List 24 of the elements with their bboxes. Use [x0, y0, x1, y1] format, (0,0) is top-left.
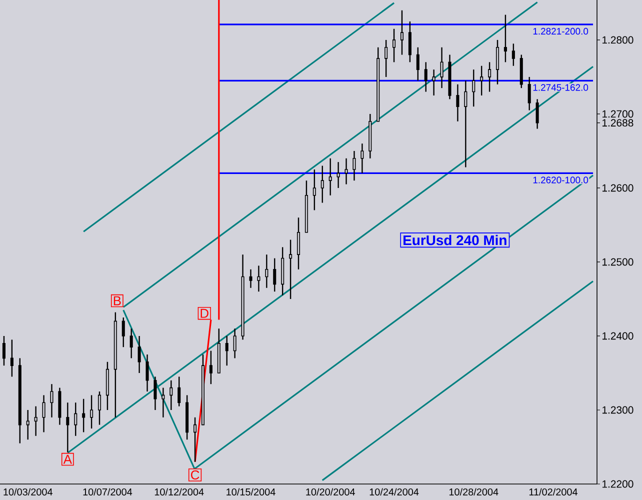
y-tick-label: 1.2200 [602, 480, 634, 488]
x-tick-label: 11/02/2004 [529, 488, 578, 496]
annotation: A [63, 454, 72, 464]
x-tick-label: 10/03/2004 [4, 488, 52, 496]
series-label: 1.2745-162.0 [533, 84, 588, 91]
y-tick-label: 1.2300 [602, 406, 634, 414]
y-tick-label: 1.2800 [602, 36, 634, 44]
y-tick-label: 1.2688 [602, 119, 634, 127]
y-tick-label: 1.2400 [602, 332, 634, 340]
x-tick-label: 10/12/2004 [154, 488, 204, 496]
x-tick-label: 10/20/2004 [306, 488, 355, 496]
series-label: 1.2620-100.0 [533, 176, 588, 184]
y-tick-label: 1.2600 [602, 184, 634, 192]
annotation: B [114, 296, 121, 306]
annotation: D [200, 308, 208, 318]
text: EurUsd 240 Min [404, 234, 506, 246]
x-tick-label: 10/07/2004 [83, 488, 132, 496]
y-tick-label: 1.2700 [602, 110, 634, 118]
x-tick-label: 10/15/2004 [226, 488, 276, 496]
y-tick-label: 1.2500 [602, 258, 634, 266]
x-tick-label: 10/24/2004 [370, 488, 419, 496]
series-label: 1.2821-200.0 [533, 28, 588, 35]
x-tick-label: 10/28/2004 [449, 488, 498, 496]
annotation: C [191, 470, 200, 480]
